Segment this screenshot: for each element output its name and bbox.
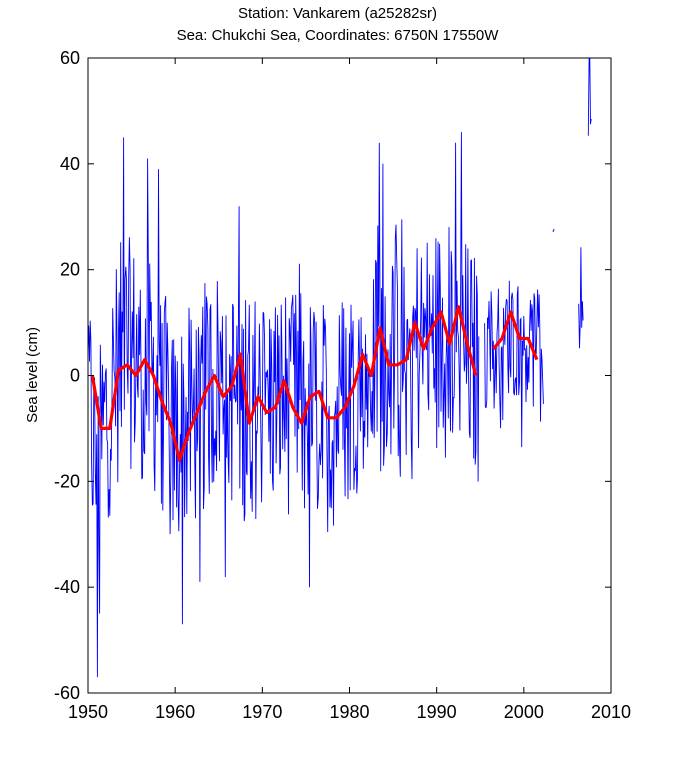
y-tick-label-20: 20 bbox=[60, 260, 80, 280]
y-tick-label--40: -40 bbox=[54, 577, 80, 597]
chart-title: Station: Vankarem (a25282sr) bbox=[238, 5, 437, 22]
y-tick-label--20: -20 bbox=[54, 471, 80, 491]
x-tick-label-1960: 1960 bbox=[155, 702, 195, 722]
x-tick-label-1990: 1990 bbox=[417, 702, 457, 722]
monthly-series-line-3 bbox=[578, 247, 584, 349]
plot-frame bbox=[87, 57, 612, 694]
annual-series-line-0 bbox=[90, 305, 478, 462]
chart-subtitle: Sea: Chukchi Sea, Coordinates: 6750N 175… bbox=[176, 27, 499, 44]
axis-layer: 1950 1960 1970 1980 1990 2000 2010 60 40 20 0 -20 -4… bbox=[54, 48, 631, 722]
monthly-series-line-2 bbox=[552, 228, 555, 232]
y-tick-label--60: -60 bbox=[54, 683, 80, 703]
data-layer bbox=[87, 57, 592, 678]
y-tick-label-60: 60 bbox=[60, 48, 80, 68]
y-axis-label: Sea level (cm) bbox=[24, 327, 41, 423]
x-tick-label-2010: 2010 bbox=[591, 702, 631, 722]
x-tick-label-1970: 1970 bbox=[242, 702, 282, 722]
x-tick-label-2000: 2000 bbox=[504, 702, 544, 722]
x-tick-label-1980: 1980 bbox=[329, 702, 369, 722]
y-tick-label-0: 0 bbox=[70, 366, 80, 386]
annual-series-line-1 bbox=[492, 310, 539, 361]
y-tick-label-40: 40 bbox=[60, 154, 80, 174]
monthly-series-line-0 bbox=[87, 132, 480, 678]
x-tick-label-1950: 1950 bbox=[68, 702, 108, 722]
